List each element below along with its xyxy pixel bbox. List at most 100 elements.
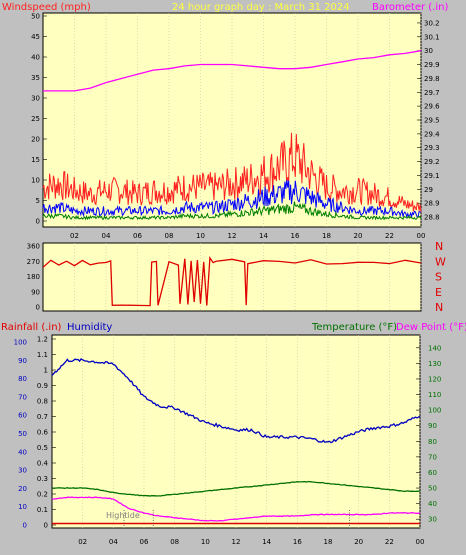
- rainfall-y-tick-label: 0.7: [37, 413, 48, 421]
- barometer-label: Barometer (.in): [372, 2, 448, 13]
- barometer-y-tick-label: 28.8: [424, 214, 440, 222]
- wind-y-tick-label: 30: [31, 95, 40, 103]
- rainfall-y-tick-label: 0.6: [37, 429, 49, 437]
- barometer-y-tick-label: 29.3: [424, 144, 440, 152]
- temperature-y-tick-label: 130: [428, 360, 441, 368]
- lower-x-tick-label: 20: [354, 538, 363, 546]
- direction-y-tick-label: 0: [36, 304, 40, 312]
- wind-y-tick-label: 40: [31, 54, 40, 62]
- barometer-y-tick-label: 29: [424, 186, 433, 194]
- temperature-line: [51, 480, 421, 497]
- humidity-y-tick-label: 50: [18, 430, 27, 438]
- direction-y-axis-left: 0 90 180 270 360: [27, 243, 40, 312]
- rainfall-y-tick-label: 1: [44, 367, 48, 375]
- temperature-y-tick-label: 100: [428, 407, 441, 415]
- barometer-y-tick-label: 30.2: [424, 19, 440, 27]
- temperature-y-tick-label: 60: [428, 469, 437, 477]
- barometer-y-tick-label: 29.7: [424, 89, 440, 97]
- direction-y-tick-label: 90: [31, 288, 40, 296]
- direction-y-tick-label: 360: [27, 243, 40, 251]
- wind-low-line: [42, 201, 422, 221]
- humidity-y-tick-label: 10: [18, 503, 27, 511]
- rainfall-y-axis: 0 0.1 0.2 0.3 0.4 0.5 0.6 0.7 0.8 0.9 1 1.1 1.2: [37, 336, 56, 530]
- humidity-y-tick-label: 30: [18, 467, 27, 475]
- barometer-y-tick-label: 29.9: [424, 61, 440, 69]
- temperature-y-tick-label: 120: [428, 375, 441, 383]
- wind-y-axis-left: 0 5 10 15 20 25 30 35 40 45 50: [31, 13, 47, 226]
- lower-x-tick-label: 18: [324, 538, 333, 546]
- wind-gust-line: [42, 132, 422, 213]
- wind-x-axis: 02 04 06 08 10 12 14 16 18 20 22 00: [70, 232, 425, 240]
- humidity-y-tick-label: 80: [18, 375, 27, 383]
- lower-series: [51, 358, 421, 525]
- wind-x-tick-label: 14: [259, 232, 268, 240]
- temperature-y-tick-label: 40: [428, 500, 437, 508]
- rainfall-y-tick-label: 0.5: [37, 444, 48, 452]
- hightide-label: Hightide: [106, 511, 140, 520]
- wind-x-tick-label: 00: [417, 232, 426, 240]
- wind-x-tick-label: 04: [102, 232, 111, 240]
- lower-x-tick-label: 06: [140, 538, 149, 546]
- compass-label: W: [435, 255, 446, 268]
- temperature-y-tick-label: 140: [428, 344, 441, 352]
- humidity-y-tick-label: 0: [23, 522, 27, 530]
- barometer-y-tick-label: 29.5: [424, 117, 440, 125]
- lower-x-tick-label: 16: [293, 538, 302, 546]
- temperature-y-axis: 30 40 50 60 70 80 90 100 110 120 130 140: [416, 344, 441, 524]
- wind-y-tick-label: 0: [36, 218, 40, 226]
- humidity-y-tick-label: 90: [18, 357, 27, 365]
- humidity-y-tick-label: 100: [14, 339, 27, 347]
- rainfall-y-tick-label: 1.2: [37, 336, 48, 344]
- direction-series: [42, 255, 422, 307]
- lower-x-tick-label: 12: [232, 538, 241, 546]
- barometer-y-tick-label: 29.2: [424, 158, 440, 166]
- compass-label: N: [435, 240, 443, 253]
- temperature-y-tick-label: 70: [428, 453, 437, 461]
- wind-y-tick-label: 25: [31, 115, 40, 123]
- graph-title: 24 hour graph day : March 31 2024: [172, 2, 350, 13]
- lower-x-tick-label: 22: [385, 538, 394, 546]
- humidity-y-tick-label: 60: [18, 412, 27, 420]
- rainfall-y-tick-label: 0: [44, 522, 48, 530]
- wind-y-tick-label: 15: [31, 156, 40, 164]
- wind-x-tick-label: 10: [196, 232, 205, 240]
- direction-line: [42, 255, 422, 307]
- wind-x-tick-label: 12: [228, 232, 237, 240]
- humidity-y-tick-label: 70: [18, 393, 27, 401]
- rainfall-y-tick-label: 1.1: [37, 351, 48, 359]
- compass-label: E: [435, 286, 442, 299]
- humidity-y-axis: 0 10 20 30 40 50 60 70 80 90 100: [14, 339, 27, 530]
- rainfall-y-tick-label: 0.3: [37, 475, 48, 483]
- compass-label: S: [435, 271, 442, 284]
- wind-x-tick-label: 22: [385, 232, 394, 240]
- temperature-y-tick-label: 90: [428, 422, 437, 430]
- wind-x-tick-label: 18: [322, 232, 331, 240]
- barometer-y-tick-label: 29.1: [424, 172, 440, 180]
- wind-y-tick-label: 45: [31, 33, 40, 41]
- direction-grid: [74, 243, 422, 311]
- wind-x-tick-label: 02: [70, 232, 79, 240]
- wind-average-line: [42, 180, 422, 220]
- wind-x-tick-label: 16: [291, 232, 300, 240]
- wind-y-tick-label: 35: [31, 74, 40, 82]
- rainfall-y-tick-label: 0.8: [37, 398, 48, 406]
- rainfall-y-tick-label: 0.9: [37, 382, 48, 390]
- rainfall-y-tick-label: 0.1: [37, 506, 48, 514]
- direction-y-tick-label: 180: [27, 273, 40, 281]
- barometer-line: [43, 50, 422, 92]
- wind-y-tick-label: 20: [31, 136, 40, 144]
- lower-x-tick-label: 02: [78, 538, 87, 546]
- hightide-markers: [123, 510, 350, 528]
- humidity-line: [51, 358, 421, 444]
- wind-y-tick-label: 50: [31, 13, 40, 21]
- rainfall-y-tick-label: 0.2: [37, 491, 48, 499]
- windspeed-label: Windspeed (mph): [2, 2, 91, 13]
- direction-y-tick-label: 270: [27, 258, 40, 266]
- compass-label: N: [435, 301, 443, 314]
- lower-x-tick-label: 00: [416, 538, 425, 546]
